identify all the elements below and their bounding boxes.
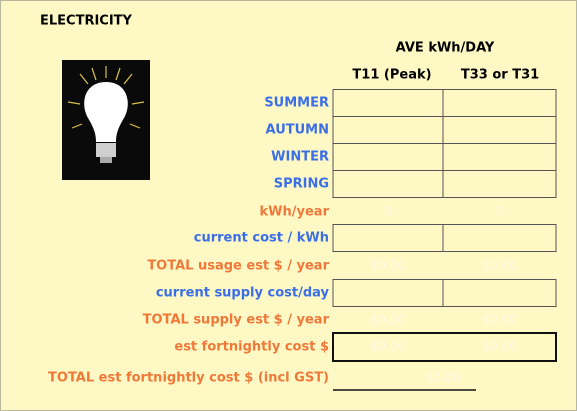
cell-value: $0.00 xyxy=(482,340,516,354)
row-label: kWh/year xyxy=(260,205,330,220)
row-label: TOTAL supply est $ / year xyxy=(143,313,330,328)
row-label: TOTAL est fortnightly cost $ (incl GST) xyxy=(48,371,329,386)
cell-value: 0 xyxy=(384,205,392,219)
group-header: AVE kWh/DAY xyxy=(396,41,495,56)
row-label: est fortnightly cost $ xyxy=(174,340,329,355)
row-label: AUTUMN xyxy=(266,123,329,138)
column-header: T33 or T31 xyxy=(461,68,539,83)
sheet: ELECTRICITY AVE kWh/DAY T11 (Peak) T33 o… xyxy=(0,0,577,411)
row-label: WINTER xyxy=(271,150,329,165)
cell-value: 0 xyxy=(496,205,504,219)
row-label: TOTAL usage est $ / year xyxy=(147,259,329,274)
cell-value: $0.00 xyxy=(371,259,405,273)
cell-value: $0.00 xyxy=(482,259,516,273)
cell-value: $0.00 xyxy=(371,313,405,327)
row-label: SPRING xyxy=(274,177,329,192)
row-label: current cost / kWh xyxy=(194,231,329,246)
cell-value: $0.00 xyxy=(371,340,405,354)
bulb-icon xyxy=(62,60,150,180)
section-title: ELECTRICITY xyxy=(40,14,133,29)
cell-value: $0.00 xyxy=(426,371,460,385)
cell-value: $0.00 xyxy=(482,313,516,327)
row-label: SUMMER xyxy=(264,96,329,111)
column-header: T11 (Peak) xyxy=(352,68,431,83)
row-label: current supply cost/day xyxy=(156,286,330,301)
